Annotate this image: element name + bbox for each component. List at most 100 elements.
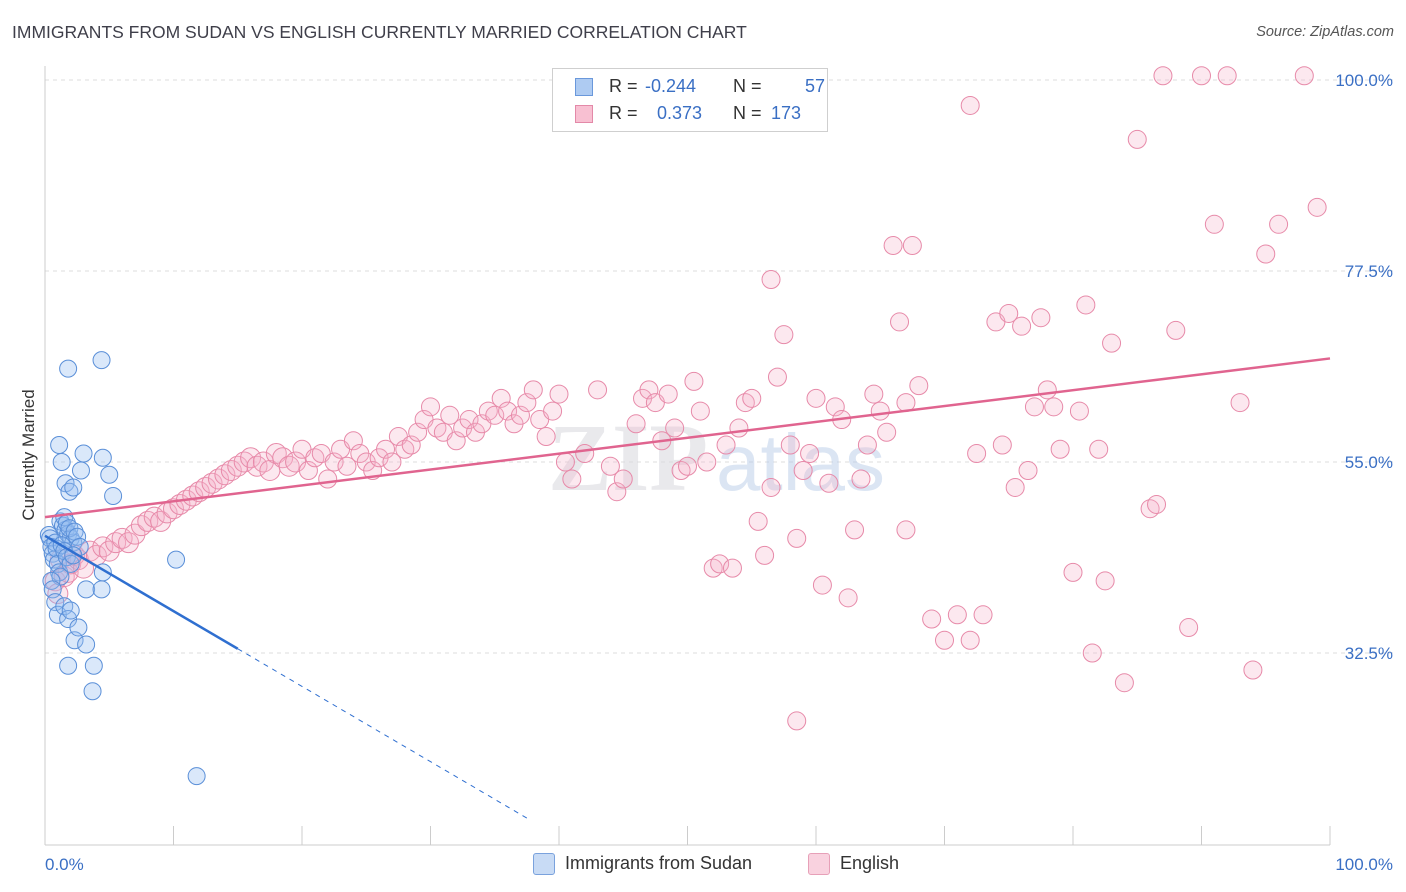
sudan-point	[77, 635, 96, 654]
sudan-point	[104, 486, 123, 505]
gridlines	[45, 79, 1393, 654]
english-point	[182, 485, 204, 507]
english-point	[857, 435, 877, 455]
legend-n-value-english: 173	[771, 103, 802, 123]
english-point	[1044, 397, 1064, 417]
bottom-legend-swatch-sudan	[533, 853, 555, 875]
english-point	[1082, 643, 1102, 663]
x-tick-label: 100.0%	[1335, 855, 1393, 874]
english-point	[1243, 660, 1263, 680]
english-point	[1102, 333, 1122, 353]
english-point	[851, 469, 871, 489]
english-point	[401, 435, 421, 455]
english-point	[536, 427, 556, 447]
english-point	[207, 468, 229, 490]
english-point	[716, 435, 736, 455]
english-point	[265, 443, 287, 465]
axes	[44, 66, 1331, 846]
english-point	[1166, 320, 1186, 340]
english-point	[690, 401, 710, 421]
english-point	[812, 575, 832, 595]
english-point	[1179, 618, 1199, 638]
english-point	[1192, 66, 1211, 86]
english-point	[298, 460, 318, 480]
sudan-trendline	[44, 534, 239, 650]
english-point	[845, 520, 865, 540]
english-point	[902, 236, 922, 256]
english-point	[337, 456, 357, 476]
english-point	[678, 456, 697, 476]
sudan-trendline-extension	[237, 648, 528, 819]
english-point	[440, 405, 460, 425]
english-point	[233, 451, 255, 473]
english-point	[246, 455, 268, 477]
english-point	[1256, 244, 1276, 264]
english-point	[98, 540, 120, 562]
english-point	[543, 401, 563, 421]
sudan-point	[69, 618, 88, 637]
english-point	[896, 520, 916, 540]
english-point	[1307, 197, 1327, 217]
english-point	[684, 371, 704, 391]
english-point	[755, 545, 775, 565]
english-point	[1147, 494, 1167, 514]
english-point	[793, 460, 813, 480]
english-point	[278, 455, 300, 477]
bottom-legend-label-english: English	[840, 853, 900, 873]
english-point	[549, 384, 569, 404]
english-point	[1018, 460, 1038, 480]
english-point	[272, 447, 294, 469]
english-point	[588, 380, 608, 400]
english-trendline	[44, 357, 1331, 519]
english-point	[1063, 562, 1083, 582]
sudan-point	[77, 580, 96, 599]
sudan-point	[64, 478, 83, 497]
legend-r-label: R =	[609, 76, 638, 96]
english-point	[517, 393, 537, 413]
bottom-legend-label-sudan: Immigrants from Sudan	[565, 853, 753, 873]
sudan-point	[83, 682, 102, 701]
legend-r-value-sudan: -0.244	[645, 76, 697, 96]
english-point	[748, 511, 768, 531]
sudan-point	[100, 465, 119, 484]
english-point	[240, 447, 262, 469]
english-point	[343, 431, 363, 451]
y-tick-label: 77.5%	[1345, 262, 1393, 281]
english-point	[53, 566, 75, 588]
english-point	[800, 444, 820, 464]
english-point	[1089, 439, 1109, 459]
english-point	[742, 388, 762, 408]
sudan-point	[59, 359, 78, 378]
english-point	[935, 630, 954, 650]
english-point	[421, 397, 440, 417]
english-point	[318, 469, 338, 489]
english-point	[1114, 673, 1134, 693]
english-points	[44, 66, 1327, 731]
english-point	[382, 452, 402, 472]
english-point	[1024, 397, 1044, 417]
sudan-point	[68, 527, 87, 546]
sudan-point	[61, 601, 80, 620]
english-point	[729, 418, 749, 438]
english-point	[787, 528, 807, 548]
english-point	[607, 482, 627, 502]
english-point	[909, 376, 929, 396]
x-tick-label: 0.0%	[45, 855, 84, 874]
sudan-point	[92, 580, 111, 599]
english-point	[761, 477, 781, 497]
english-point	[163, 498, 184, 520]
sudan-point	[93, 448, 112, 467]
english-point	[722, 558, 742, 578]
y-tick-label: 32.5%	[1345, 644, 1393, 663]
english-point	[967, 444, 987, 464]
english-point	[1153, 66, 1173, 86]
english-point	[214, 464, 236, 486]
english-point	[498, 401, 518, 421]
sudan-point	[52, 453, 71, 471]
legend-swatch-sudan	[575, 78, 593, 96]
english-point	[562, 469, 582, 489]
english-point	[626, 414, 646, 434]
legend-n-label: N =	[733, 76, 762, 96]
y-tick-label: 100.0%	[1335, 71, 1393, 90]
english-point	[613, 469, 633, 489]
